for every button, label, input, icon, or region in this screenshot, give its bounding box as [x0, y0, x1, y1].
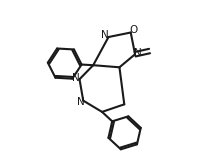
Text: N: N [77, 97, 85, 107]
Text: N: N [134, 48, 141, 58]
Text: N: N [101, 30, 109, 40]
Text: N: N [72, 73, 80, 83]
Text: O: O [130, 25, 138, 35]
